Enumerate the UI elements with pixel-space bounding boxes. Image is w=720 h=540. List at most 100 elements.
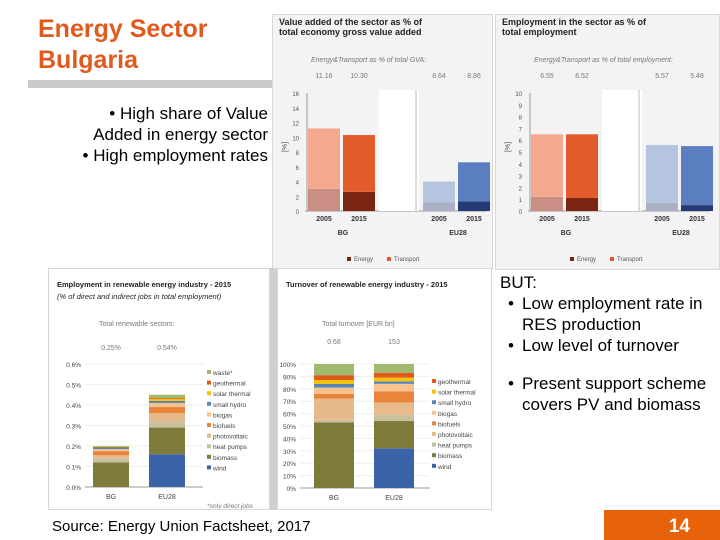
y-tick-label: 4 — [296, 181, 300, 187]
total-label: 8.86 — [467, 73, 481, 80]
y-tick-label: 80% — [283, 387, 296, 394]
bar-energy — [458, 201, 490, 211]
legend-swatch — [432, 400, 436, 405]
y-tick-label: 0.3% — [66, 424, 81, 431]
bar-segment-heatpumps — [149, 421, 185, 428]
legend-swatch — [207, 370, 211, 374]
x-tick-label: BG — [329, 495, 339, 502]
x-tick-label: 2015 — [574, 216, 590, 223]
y-tick-label: 0.6% — [66, 362, 81, 369]
bar-segment-smallhydro — [93, 447, 129, 450]
chart-title: Turnover of renewable energy industry - … — [286, 280, 448, 289]
y-tick-label: 10 — [292, 136, 299, 142]
group-label: EU28 — [672, 230, 690, 237]
bar-segment-solarthermal — [93, 446, 129, 448]
bar-transport — [531, 134, 563, 197]
bar-segment-waste — [374, 364, 414, 373]
legend-label: heat pumps — [438, 443, 473, 450]
bar-segment-wind — [149, 454, 185, 487]
y-axis-label: [%] — [505, 142, 512, 152]
legend-swatch — [207, 412, 211, 417]
title-underline — [28, 80, 274, 88]
y-tick-label: 14 — [292, 107, 299, 113]
legend-swatch — [207, 380, 211, 385]
total-label: 6.52 — [575, 73, 589, 80]
bar-segment-biofuels — [374, 391, 414, 403]
total-label: 5.48 — [690, 73, 704, 80]
right-bullet-text: Present support scheme covers PV and bio… — [522, 374, 707, 414]
y-tick-label: 0.0% — [66, 485, 81, 492]
bar-segment-biogas — [374, 383, 414, 392]
bar-segment-biofuels — [314, 393, 354, 399]
legend-swatch — [610, 257, 614, 261]
group-gap — [379, 90, 419, 211]
y-tick-label: 6 — [296, 166, 300, 172]
bar-segment-geothermal — [374, 372, 414, 378]
source-note: Source: Energy Union Factsheet, 2017 — [52, 518, 311, 535]
x-tick-label: BG — [106, 494, 116, 501]
total-label: 8.64 — [432, 73, 446, 80]
group-label: BG — [338, 230, 349, 237]
bar-transport — [423, 181, 455, 203]
bar-segment-biomass — [314, 422, 354, 488]
bar-transport — [681, 146, 713, 206]
bar-energy — [566, 198, 598, 211]
bar-segment-solarthermal — [314, 380, 354, 384]
bar-segment-biogas — [149, 402, 185, 408]
legend-swatch — [207, 433, 211, 438]
x-tick-label: EU28 — [385, 495, 403, 502]
bar-segment-solarthermal — [374, 377, 414, 382]
bullet-item: • High share of Value Added in energy se… — [93, 104, 268, 144]
legend-label: biogas — [438, 411, 458, 418]
legend-swatch — [432, 453, 436, 458]
bar-transport — [343, 135, 375, 192]
chart-title: Employment in the sector as % of — [502, 17, 647, 27]
y-tick-label: 8 — [519, 116, 523, 122]
right-bullet: • Present support scheme covers PV and bi… — [500, 373, 715, 415]
y-tick-label: 40% — [283, 436, 296, 443]
y-tick-label: 70% — [283, 399, 296, 406]
y-tick-label: 7 — [519, 127, 523, 133]
legend-label: biogas — [213, 412, 233, 419]
bar-transport — [458, 162, 490, 202]
right-bullet: • Low level of turnover — [500, 335, 715, 356]
y-axis-label: [%] — [282, 142, 289, 152]
y-tick-label: 30% — [283, 449, 296, 456]
y-tick-label: 60% — [283, 412, 296, 419]
legend-label: biofuels — [438, 421, 461, 428]
group-label: EU28 — [449, 230, 467, 237]
legend-label: heat pumps — [213, 444, 248, 451]
bar-segment-biofuels — [149, 407, 185, 414]
chart-title: total employment — [502, 27, 577, 37]
y-tick-label: 0.4% — [66, 403, 81, 410]
legend-label: waste* — [212, 370, 233, 377]
legend-swatch — [207, 401, 211, 406]
res-employment-chart-panel: Employment in renewable energy industry … — [48, 268, 270, 510]
y-tick-label: 20% — [283, 461, 296, 468]
chart-subtitle: Energy&Transport as % of total employmen… — [534, 57, 673, 64]
x-tick-label: 2005 — [431, 216, 447, 223]
legend-swatch — [432, 442, 436, 447]
legend-label: photovoltaic — [438, 432, 473, 439]
page-number: 14 — [604, 510, 720, 540]
legend-swatch — [432, 421, 436, 426]
legend-swatch — [432, 389, 436, 394]
legend-label: biomass — [213, 455, 238, 462]
bar-segment-heatpumps — [314, 419, 354, 423]
totals-label: Total turnover [EUR bn] — [322, 321, 395, 328]
bar-segment-geothermal — [149, 397, 185, 399]
legend-label: small hydro — [438, 400, 472, 407]
legend-label: Energy — [577, 257, 596, 263]
bar-segment-waste — [149, 394, 185, 398]
legend-label: solar thermal — [438, 390, 476, 397]
total-label: 0.54% — [157, 345, 177, 352]
bar-energy — [531, 196, 563, 211]
y-tick-label: 50% — [283, 424, 296, 431]
y-tick-label: 2 — [519, 186, 523, 192]
chart-title: total economy gross value added — [279, 27, 422, 37]
bullet-text: High employment rates — [93, 146, 268, 165]
legend-swatch — [432, 463, 436, 468]
y-tick-label: 0 — [519, 210, 523, 216]
x-tick-label: 2015 — [351, 216, 367, 223]
